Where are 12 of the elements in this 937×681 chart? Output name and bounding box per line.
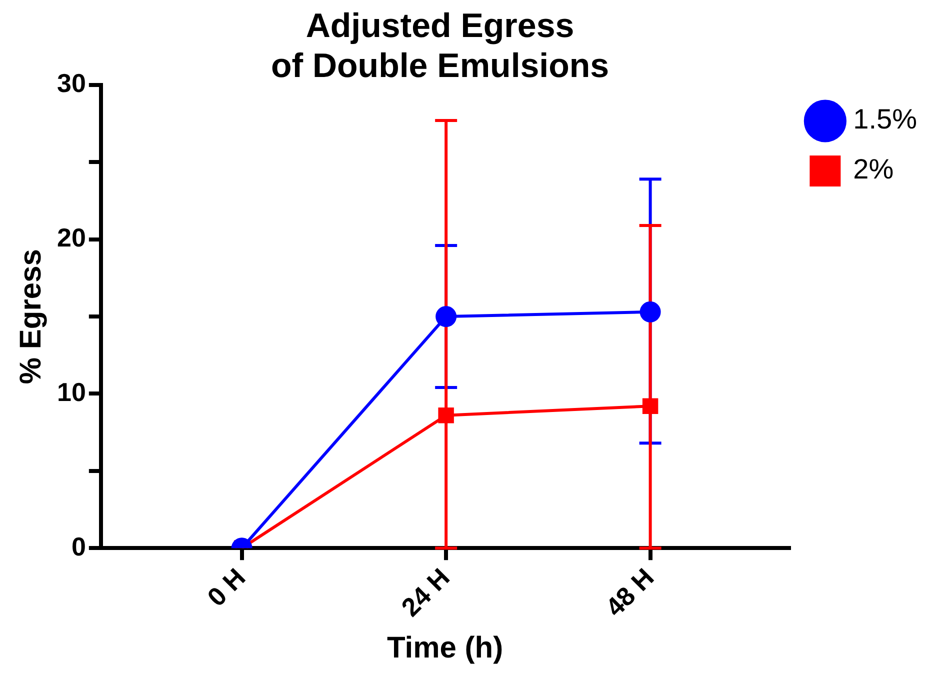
x-tick-label: 0 H xyxy=(201,562,252,612)
y-tick-label: 10 xyxy=(57,376,86,407)
legend-label: 1.5% xyxy=(853,104,918,135)
legend-label: 2% xyxy=(853,154,894,185)
y-tick-label: 30 xyxy=(57,68,86,98)
y-tick-label: 0 xyxy=(71,531,86,562)
y-tick-label: 20 xyxy=(57,222,86,253)
x-tick-label: 48 H xyxy=(600,562,660,622)
y-axis-title: % Egress xyxy=(14,249,48,384)
x-tick-label: 24 H xyxy=(395,562,456,622)
chart-title: Adjusted Egress of Double Emulsions xyxy=(270,6,610,86)
x-axis-title: Time (h) xyxy=(386,631,504,664)
